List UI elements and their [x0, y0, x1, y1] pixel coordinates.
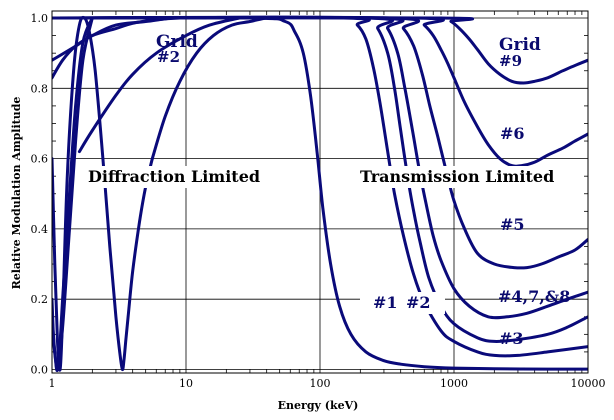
series-line-10 — [52, 15, 588, 320]
annotation-grid5: #5 — [500, 215, 525, 234]
y-tick-label-2: 0.4 — [31, 223, 49, 236]
annotation-grid6: #6 — [500, 124, 525, 143]
curve-layer — [52, 15, 588, 373]
series-line-12 — [52, 16, 588, 168]
series-line-2 — [52, 16, 94, 372]
label-mask-0 — [84, 166, 262, 188]
annotation-grid2-a: Grid — [156, 32, 198, 52]
series-line-7 — [52, 16, 588, 371]
x-tick-label-2: 100 — [310, 377, 331, 390]
series-line-9 — [52, 15, 588, 343]
annotation-diffraction-limited: Diffraction Limited — [88, 167, 260, 186]
y-tick-label-3: 0.6 — [31, 153, 49, 166]
label-masks — [84, 166, 555, 314]
x-tick-label-0: 1 — [49, 377, 56, 390]
annotation-grid2-b: #2 — [157, 48, 180, 66]
tick-labels: 1 10 100 1000 10000 0.0 0.2 0.4 0.6 0.8 1.0 — [31, 12, 606, 390]
plot-frame — [51, 10, 589, 374]
series-line-6 — [77, 16, 241, 154]
annotation-transmission-limited: Transmission Limited — [360, 167, 554, 186]
annotation-grid9-b: #9 — [499, 52, 522, 70]
series-line-11 — [52, 15, 588, 270]
label-mask-1 — [355, 166, 555, 188]
annotation-grid9-a: Grid — [499, 35, 541, 55]
x-tick-label-1: 10 — [179, 377, 193, 390]
x-axis-title: Energy (keV) — [278, 399, 359, 412]
y-tick-label-4: 0.8 — [31, 82, 49, 95]
x-tick-label-4: 10000 — [571, 377, 606, 390]
y-tick-label-1: 0.2 — [31, 293, 49, 306]
y-tick-label-5: 1.0 — [31, 12, 49, 25]
annotation-grid3: #3 — [499, 329, 524, 348]
annotation-grid2-low: #2 — [406, 293, 431, 312]
y-tick-label-0: 0.0 — [31, 363, 49, 376]
label-mask-2 — [360, 292, 445, 314]
series-line-13 — [52, 16, 588, 85]
annotation-grid478: #4,7,&8 — [498, 287, 570, 306]
y-axis-title: Relative Modulation Amplitude — [10, 97, 23, 290]
x-tick-label-3: 1000 — [440, 377, 468, 390]
series-line-8 — [52, 16, 588, 358]
annotation-grid1: #1 — [373, 293, 398, 312]
